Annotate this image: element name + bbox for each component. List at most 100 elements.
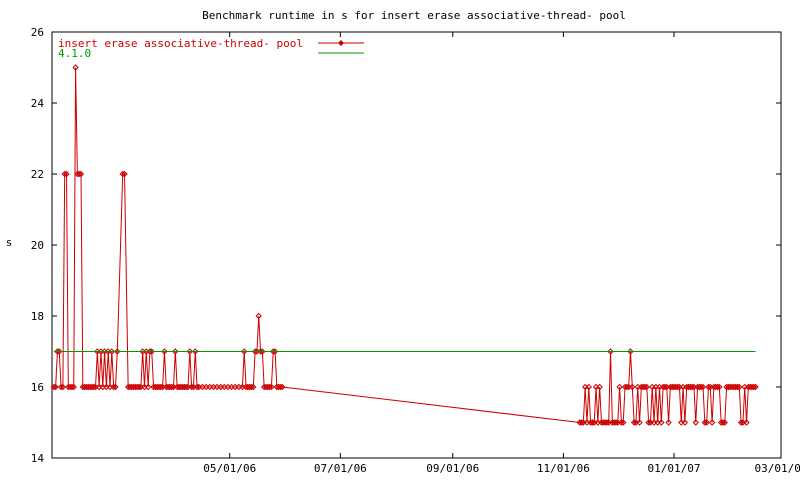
data-point-0-70 [182, 383, 190, 391]
data-point-0-181 [701, 419, 709, 426]
data-point-0-64 [172, 348, 179, 355]
data-point-0-201 [737, 419, 745, 426]
x-tick-label-4: 01/01/07 [648, 462, 701, 475]
data-point-0-192 [721, 419, 728, 426]
y-tick-label-6: 26 [31, 26, 44, 39]
data-point-0-191 [719, 419, 727, 426]
data-point-0-150 [645, 419, 652, 426]
data-point-0-170 [681, 419, 689, 426]
data-point-0-51 [148, 348, 155, 355]
data-point-0-208 [750, 383, 758, 391]
data-point-0-1 [52, 383, 59, 391]
data-point-0-105 [268, 383, 275, 391]
data-point-0-33 [110, 383, 117, 391]
legend-label-insert-erase: insert erase associative-thread- pool [58, 37, 303, 50]
axis-ticks: 14 16 18 20 22 24 26 05/01/06 07/01/06 09/01/06 11… [31, 26, 800, 475]
data-point-0-0 [50, 383, 58, 391]
data-point-0-15 [77, 170, 85, 178]
data-point-0-138 [623, 383, 631, 391]
data-point-0-11 [70, 383, 77, 391]
data-point-0-5 [59, 383, 67, 391]
data-point-0-98 [255, 312, 262, 320]
data-point-0-22 [90, 383, 97, 391]
data-point-0-149 [643, 383, 651, 391]
data-point-0-123 [596, 383, 603, 391]
data-point-0-49 [144, 383, 152, 391]
data-point-0-204 [743, 419, 750, 426]
y-tick-label-3: 20 [31, 239, 44, 252]
data-point-0-72 [186, 348, 194, 355]
data-point-0-3 [56, 348, 63, 355]
data-point-0-34 [112, 383, 119, 391]
data-point-0-145 [636, 419, 643, 426]
data-point-0-96 [251, 348, 259, 355]
data-point-0-129 [607, 348, 614, 355]
data-point-0-44 [135, 383, 143, 391]
x-tick-label-0: 05/01/06 [203, 462, 256, 475]
data-point-0-157 [658, 419, 665, 426]
data-point-0-182 [703, 419, 710, 426]
data-point-0-141 [629, 383, 636, 391]
data-point-0-50 [146, 348, 154, 355]
data-point-0-117 [585, 383, 592, 391]
data-point-0-100 [259, 348, 266, 355]
data-point-0-104 [266, 383, 273, 391]
data-point-0-111 [279, 383, 286, 391]
y-tick-label-1: 16 [31, 381, 44, 394]
data-point-0-200 [736, 383, 743, 391]
legend: insert erase associative-thread- pool 4.… [58, 37, 364, 60]
data-point-0-159 [661, 383, 669, 391]
x-tick-label-1: 07/01/06 [314, 462, 367, 475]
data-point-0-185 [708, 419, 716, 426]
data-point-0-161 [665, 419, 672, 426]
data-point-0-189 [716, 383, 723, 391]
data-point-0-7 [63, 170, 70, 178]
data-point-0-179 [698, 383, 705, 391]
data-point-0-174 [688, 383, 696, 391]
y-tick-label-0: 14 [31, 452, 45, 465]
x-tick-label-3: 11/01/06 [537, 462, 590, 475]
data-point-0-95 [250, 383, 257, 391]
chart-title: Benchmark runtime in s for insert erase … [202, 9, 626, 22]
data-point-0-166 [674, 383, 681, 391]
data-point-0-142 [630, 419, 638, 426]
data-point-0-73 [188, 383, 195, 391]
data-point-0-58 [161, 348, 168, 355]
data-point-0-183 [705, 383, 712, 391]
data-point-0-140 [627, 348, 634, 355]
data-point-0-135 [618, 419, 625, 426]
data-point-0-113 [578, 419, 585, 426]
series-line-0 [53, 67, 756, 423]
series-layer [50, 64, 759, 426]
data-point-0-56 [157, 383, 165, 391]
legend-marker-insert-erase [338, 40, 344, 46]
data-point-0-75 [192, 348, 199, 355]
data-point-0-14 [75, 170, 83, 178]
y-tick-label-2: 18 [31, 310, 44, 323]
y-tick-label-4: 22 [31, 168, 44, 181]
data-point-0-6 [61, 170, 68, 178]
data-point-0-110 [277, 383, 284, 391]
data-point-0-106 [270, 348, 277, 355]
data-point-0-76 [193, 383, 201, 391]
x-tick-label-5: 03/01/07 [755, 462, 800, 475]
data-point-0-2 [54, 348, 61, 355]
y-axis-label: s [6, 236, 13, 249]
data-point-0-134 [616, 383, 623, 391]
data-point-0-4 [57, 383, 65, 391]
data-point-0-107 [271, 348, 279, 355]
data-point-0-209 [752, 383, 759, 391]
data-point-0-62 [168, 383, 175, 391]
data-point-0-36 [119, 170, 126, 178]
x-tick-label-2: 09/01/06 [426, 462, 479, 475]
data-point-0-94 [248, 383, 255, 391]
data-point-0-32 [108, 348, 116, 355]
data-point-0-188 [714, 383, 721, 391]
data-point-0-10 [68, 383, 76, 391]
data-point-0-99 [257, 348, 264, 355]
data-point-0-37 [121, 170, 128, 178]
plot-frame [51, 31, 782, 459]
data-point-0-176 [692, 419, 699, 426]
